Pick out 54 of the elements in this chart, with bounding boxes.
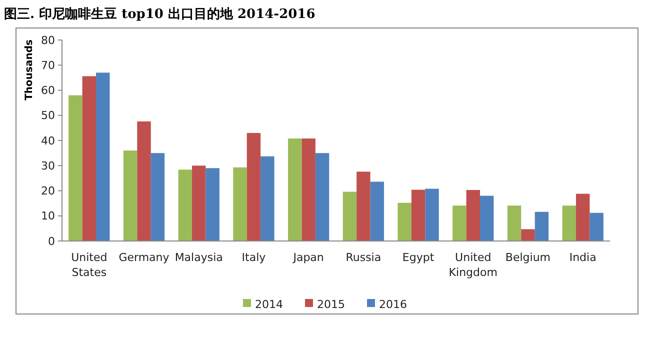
bar <box>521 229 535 241</box>
bar <box>137 121 151 241</box>
bar <box>288 138 302 241</box>
bar <box>123 150 138 241</box>
bar <box>315 153 330 241</box>
bar <box>82 76 96 241</box>
bar <box>246 132 261 241</box>
bar <box>96 72 110 241</box>
x-tick-label: United States <box>71 251 108 279</box>
x-tick-label: Germany <box>118 251 170 264</box>
bar <box>562 206 576 241</box>
bar <box>178 170 192 241</box>
bar <box>576 194 590 241</box>
bar <box>342 192 357 241</box>
bar <box>590 212 604 241</box>
bar <box>534 212 549 241</box>
bar <box>398 202 412 241</box>
y-tick-label: 10 <box>41 210 55 223</box>
x-tick-label: Japan <box>292 251 324 264</box>
bar <box>68 95 82 241</box>
chart-title: 图三. 印尼咖啡生豆 top10 出口目的地 2014-2016 <box>4 6 316 22</box>
y-axis-title: Thousands <box>24 40 35 100</box>
bar <box>370 182 384 241</box>
y-tick-label: 20 <box>41 184 55 198</box>
y-tick-label: 70 <box>41 58 55 72</box>
x-tick-label: India <box>569 251 596 264</box>
x-tick-label: United Kingdom <box>448 251 498 279</box>
x-tick-label: Egypt <box>402 251 435 264</box>
y-tick-label: 50 <box>41 109 55 122</box>
x-tick-label: Malaysia <box>174 251 223 264</box>
legend-label: 2015 <box>317 298 345 311</box>
bar <box>302 138 316 241</box>
bar <box>411 190 426 241</box>
bar <box>466 190 480 241</box>
y-tick-label: 80 <box>41 34 55 47</box>
y-tick-label: 40 <box>41 134 55 148</box>
bar <box>480 196 494 241</box>
bar <box>192 166 206 241</box>
y-tick-label: 30 <box>41 159 55 172</box>
legend-label: 2014 <box>255 298 283 311</box>
x-tick-label: Italy <box>242 251 266 264</box>
bar <box>206 168 220 241</box>
y-tick-label: 60 <box>41 84 55 98</box>
x-tick-label: Belgium <box>505 251 551 264</box>
bar <box>260 156 274 241</box>
y-tick-label: 0 <box>48 234 55 248</box>
bar <box>452 206 466 241</box>
bar <box>425 188 439 241</box>
bar <box>150 153 165 241</box>
bar <box>233 167 247 241</box>
x-tick-label: Russia <box>346 251 382 264</box>
bar <box>356 172 370 241</box>
bar <box>507 206 522 241</box>
legend-label: 2016 <box>379 298 407 311</box>
